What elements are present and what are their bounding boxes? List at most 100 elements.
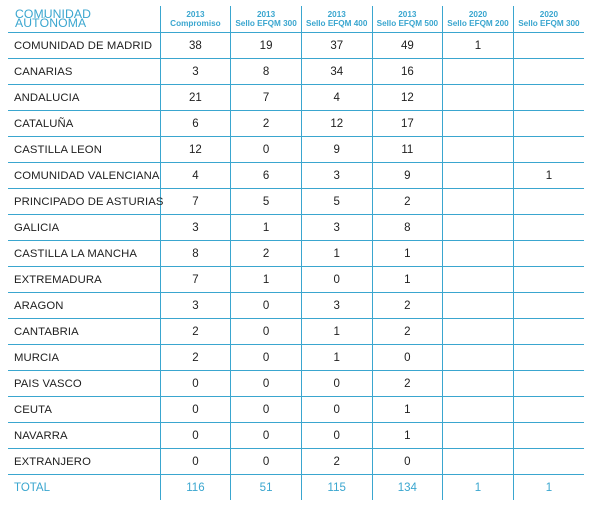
header-col-year: 2013 xyxy=(398,9,417,19)
region-name: COMUNIDAD VALENCIANA xyxy=(8,162,161,189)
value-cell xyxy=(512,370,584,397)
value-cell: 6 xyxy=(159,110,231,137)
value-cell: 0 xyxy=(371,448,443,475)
value-cell xyxy=(512,214,584,241)
value-cell: 2 xyxy=(230,110,302,137)
table-header: COMUNIDAD AUTÓNOMA 2013 Compromiso 2013 … xyxy=(8,6,584,33)
total-cell: 51 xyxy=(230,474,302,500)
header-row: COMUNIDAD AUTÓNOMA 2013 Compromiso 2013 … xyxy=(8,6,584,33)
value-cell xyxy=(442,214,514,241)
region-name: MURCIA xyxy=(8,344,161,371)
value-cell: 3 xyxy=(159,214,231,241)
value-cell xyxy=(512,318,584,345)
value-cell xyxy=(512,136,584,163)
value-cell: 0 xyxy=(300,266,373,293)
value-cell: 9 xyxy=(300,136,373,163)
header-col-label: Sello EFQM 400 xyxy=(305,19,368,28)
value-cell xyxy=(512,344,584,371)
header-col-6: 2020 Sello EFQM 300 xyxy=(512,6,584,33)
value-cell xyxy=(512,58,584,85)
table-footer: TOTAL 116 51 115 134 1 1 xyxy=(8,474,584,500)
value-cell: 0 xyxy=(230,292,302,319)
value-cell: 1 xyxy=(371,240,443,267)
value-cell: 2 xyxy=(300,448,373,475)
value-cell: 12 xyxy=(371,84,443,111)
value-cell: 0 xyxy=(159,370,231,397)
value-cell: 2 xyxy=(371,318,443,345)
header-col-2: 2013 Sello EFQM 300 xyxy=(230,6,302,33)
value-cell: 4 xyxy=(300,84,373,111)
value-cell: 7 xyxy=(159,188,231,215)
value-cell: 0 xyxy=(300,396,373,423)
table-row: ARAGON 3 0 3 2 xyxy=(8,292,584,319)
value-cell xyxy=(442,136,514,163)
header-col-year: 2013 xyxy=(256,9,276,19)
region-name: CANARIAS xyxy=(8,58,161,85)
region-name: GALICIA xyxy=(8,214,161,241)
table-row: MURCIA 2 0 1 0 xyxy=(8,344,584,371)
region-name: ARAGON xyxy=(8,292,161,319)
value-cell xyxy=(442,318,514,345)
total-cell: 1 xyxy=(442,474,514,500)
table-body: COMUNIDAD DE MADRID 38 19 37 49 1 CANARIAS 3 8 34… xyxy=(8,32,584,475)
value-cell: 3 xyxy=(159,292,231,319)
value-cell xyxy=(442,266,514,293)
value-cell: 2 xyxy=(371,370,443,397)
value-cell xyxy=(442,110,514,137)
value-cell: 12 xyxy=(300,110,373,137)
table-row: CASTILLA LA MANCHA 8 2 1 1 xyxy=(8,240,584,267)
region-name: ANDALUCIA xyxy=(8,84,161,111)
value-cell: 37 xyxy=(300,32,373,59)
region-name: CASTILLA LEON xyxy=(8,136,161,163)
region-name: EXTREMADURA xyxy=(8,266,161,293)
value-cell: 1 xyxy=(371,396,443,423)
value-cell xyxy=(442,292,514,319)
header-col-1: 2013 Compromiso xyxy=(159,6,231,33)
value-cell: 1 xyxy=(300,344,373,371)
value-cell: 49 xyxy=(371,32,443,59)
value-cell: 5 xyxy=(300,188,373,215)
value-cell: 1 xyxy=(230,214,302,241)
value-cell: 12 xyxy=(159,136,231,163)
header-col-label: Sello EFQM 500 xyxy=(376,19,439,28)
value-cell: 3 xyxy=(300,162,373,189)
header-col-label: Compromiso xyxy=(170,19,221,28)
region-name: CASTILLA LA MANCHA xyxy=(8,240,161,267)
value-cell: 0 xyxy=(371,344,443,371)
value-cell xyxy=(442,448,514,475)
value-cell: 0 xyxy=(230,344,302,371)
value-cell: 19 xyxy=(230,32,302,59)
total-cell: 116 xyxy=(159,474,231,500)
value-cell xyxy=(442,84,514,111)
value-cell: 21 xyxy=(159,84,231,111)
total-cell: 1 xyxy=(512,474,584,500)
value-cell: 7 xyxy=(159,266,231,293)
region-name: PRINCIPADO DE ASTURIAS xyxy=(8,188,163,215)
value-cell: 8 xyxy=(159,240,231,267)
table-row: COMUNIDAD DE MADRID 38 19 37 49 1 xyxy=(8,32,584,59)
table-row: EXTRANJERO 0 0 2 0 xyxy=(8,448,584,475)
header-col-year: 2020 xyxy=(539,9,559,19)
value-cell xyxy=(442,162,514,189)
value-cell: 0 xyxy=(230,370,302,397)
table-row: ANDALUCIA 21 7 4 12 xyxy=(8,84,584,111)
header-col-5: 2020 Sello EFQM 200 xyxy=(442,6,514,33)
value-cell xyxy=(512,396,584,423)
table-row: CANTABRIA 2 0 1 2 xyxy=(8,318,584,345)
value-cell xyxy=(442,188,514,215)
table-row: EXTREMADURA 7 1 0 1 xyxy=(8,266,584,293)
value-cell xyxy=(442,422,514,449)
value-cell: 4 xyxy=(159,162,231,189)
value-cell: 0 xyxy=(159,422,231,449)
value-cell: 6 xyxy=(230,162,302,189)
value-cell: 0 xyxy=(230,448,302,475)
value-cell: 2 xyxy=(159,344,231,371)
region-name: CEUTA xyxy=(8,396,161,423)
region-name: CANTABRIA xyxy=(8,318,161,345)
value-cell xyxy=(442,240,514,267)
value-cell: 0 xyxy=(230,136,302,163)
value-cell: 0 xyxy=(230,318,302,345)
value-cell: 0 xyxy=(159,448,231,475)
header-region-label: COMUNIDAD AUTÓNOMA xyxy=(8,6,161,33)
